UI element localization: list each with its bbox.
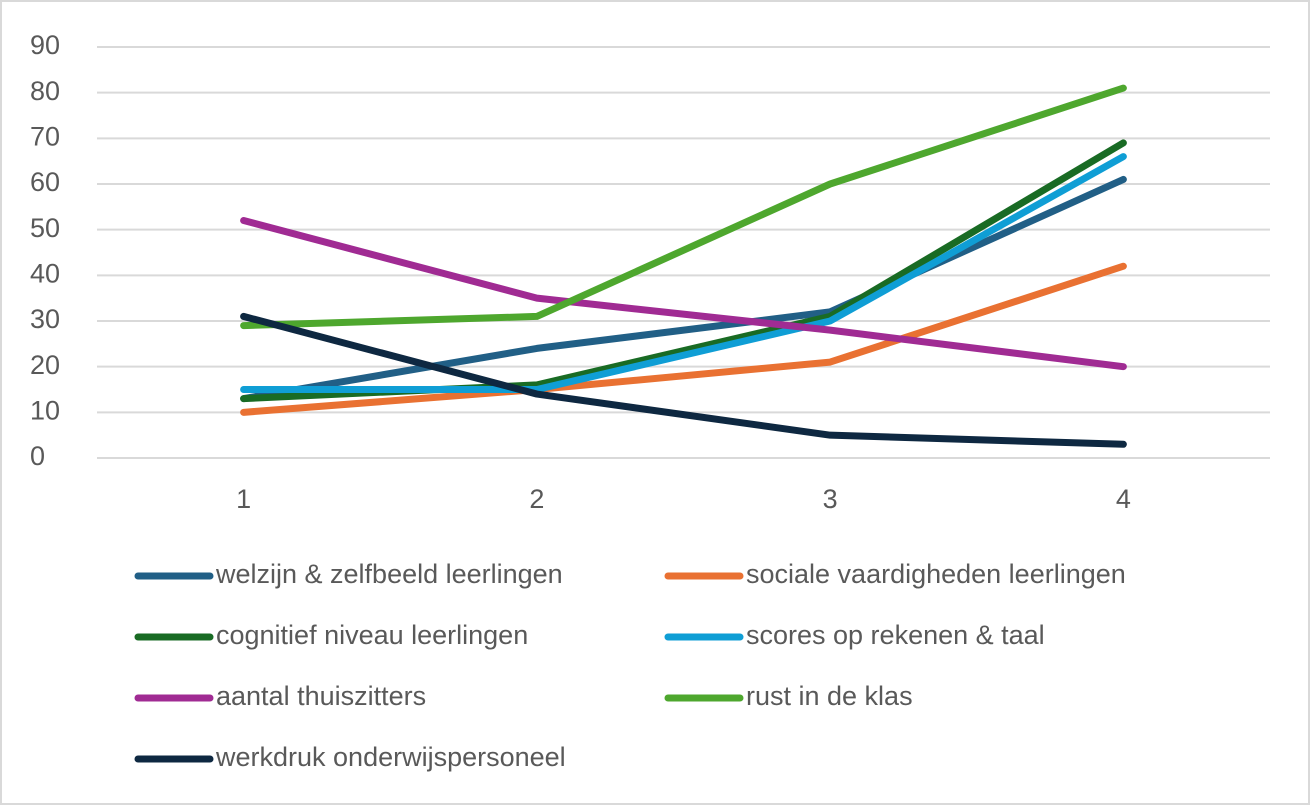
y-tick-label: 70	[30, 121, 60, 151]
x-tick-label: 1	[236, 484, 251, 514]
x-tick-label: 4	[1116, 484, 1131, 514]
series-line	[240, 153, 1127, 393]
y-tick-label: 10	[30, 395, 60, 425]
series-line	[240, 262, 1127, 416]
x-tick-label: 2	[529, 484, 544, 514]
y-tick-label: 90	[30, 30, 60, 60]
legend-label: cognitief niveau leerlingen	[216, 620, 528, 650]
legend-label: werkdruk onderwijspersoneel	[215, 742, 566, 772]
legend-label: scores op rekenen & taal	[746, 620, 1045, 650]
x-tick-label: 3	[823, 484, 838, 514]
y-tick-label: 50	[30, 213, 60, 243]
legend-label: aantal thuiszitters	[216, 681, 426, 711]
y-tick-label: 30	[30, 304, 60, 334]
series-line	[240, 175, 1127, 403]
legend-label: sociale vaardigheden leerlingen	[746, 559, 1126, 589]
series-line	[240, 217, 1127, 371]
y-tick-label: 80	[30, 76, 60, 106]
y-tick-label: 0	[30, 441, 45, 471]
series-line	[240, 84, 1127, 330]
legend-label: rust in de klas	[746, 681, 913, 711]
y-tick-label: 20	[30, 350, 60, 380]
y-tick-label: 40	[30, 258, 60, 288]
legend-label: welzijn & zelfbeeld leerlingen	[215, 559, 563, 589]
series-line	[240, 312, 1127, 448]
y-tick-label: 60	[30, 167, 60, 197]
